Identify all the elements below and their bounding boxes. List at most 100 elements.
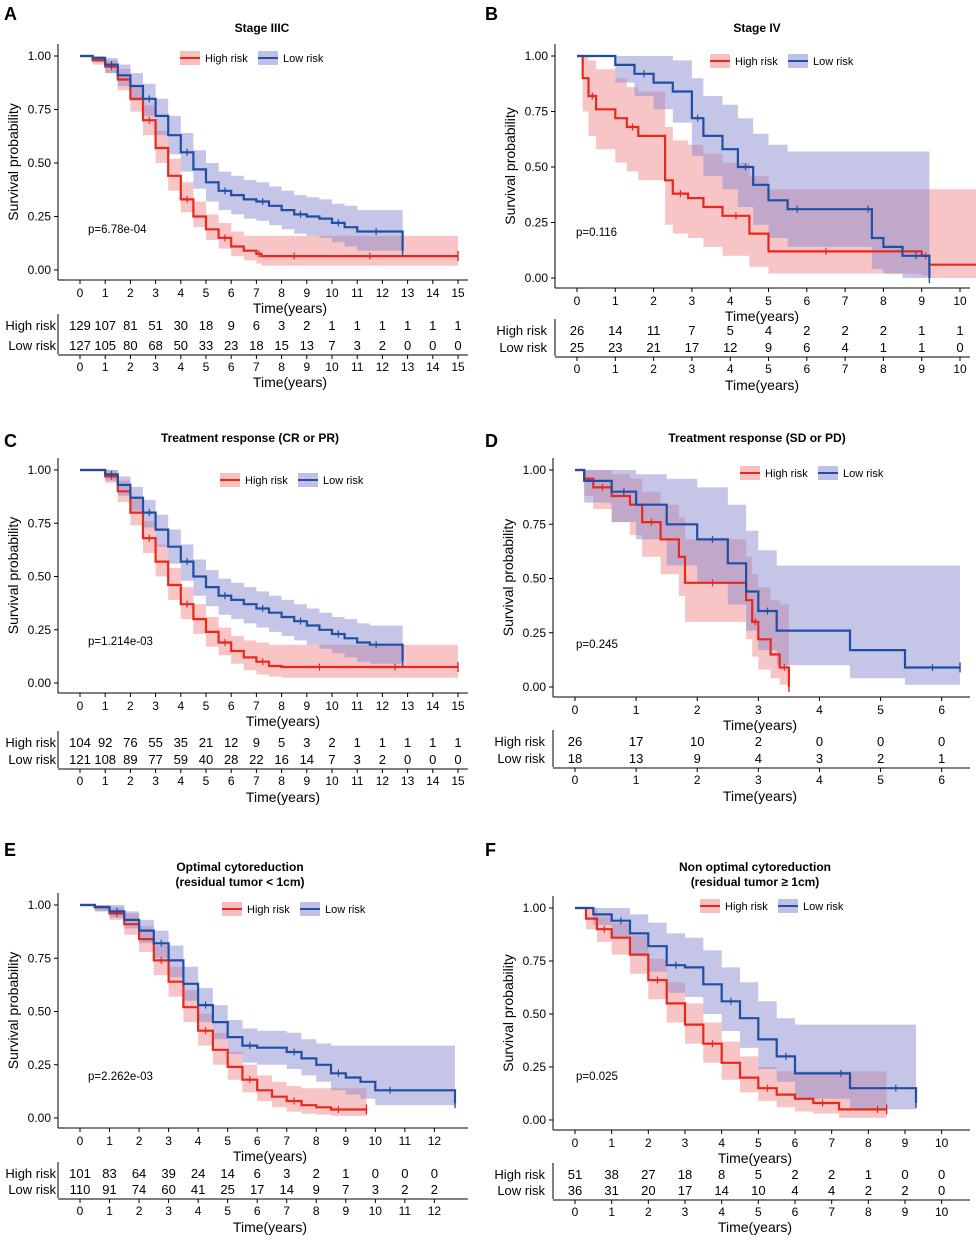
x-tick-label: 6 — [792, 1136, 799, 1150]
risk-count-high: 0 — [938, 734, 945, 749]
risk-count-low: 0 — [404, 752, 411, 767]
x-tick-label: 7 — [253, 699, 260, 713]
risk-count-high: 2 — [880, 323, 887, 338]
risk-count-low: 33 — [199, 338, 213, 353]
y-tick-label: 1.00 — [28, 898, 52, 912]
y-tick-label: 1.00 — [523, 463, 547, 477]
panel-d: D Treatment response (SD or PD) 0.00 0.25 0.… — [485, 431, 970, 804]
risk-table-x-tick-label: 6 — [254, 1204, 261, 1218]
risk-count-low: 2 — [401, 1182, 408, 1197]
x-tick-label: 5 — [877, 703, 884, 717]
risk-table-x-tick-label: 2 — [127, 774, 134, 788]
risk-count-high: 14 — [608, 323, 622, 338]
x-tick-label: 6 — [803, 294, 810, 308]
risk-count-low: 59 — [174, 752, 188, 767]
x-tick-label: 1 — [102, 286, 109, 300]
risk-count-low: 40 — [199, 752, 213, 767]
y-tick-label: 0.00 — [28, 1111, 52, 1125]
risk-count-low: 4 — [755, 751, 762, 766]
p-value: p=2.262e-03 — [88, 1071, 153, 1083]
panel-c: C Treatment response (CR or PR) 0.00 0.25 0.… — [4, 431, 468, 805]
survival-curve-low-risk — [80, 468, 404, 662]
risk-count-high: 51 — [568, 1167, 582, 1182]
panel-title: Optimal cytoreduction — [176, 860, 303, 874]
x-tick-label: 2 — [650, 294, 657, 308]
risk-table-x-tick-label: 9 — [918, 362, 925, 376]
risk-count-high: 12 — [224, 735, 238, 750]
risk-count-high: 17 — [629, 734, 643, 749]
y-tick-label: 0.00 — [28, 263, 52, 277]
y-tick-label: 0.75 — [28, 516, 52, 530]
risk-count-low: 17 — [678, 1183, 692, 1198]
panel-label: A — [4, 4, 17, 24]
x-tick-label: 12 — [428, 1134, 442, 1148]
legend-label-high-risk: High risk — [245, 475, 288, 487]
x-tick-label: 3 — [152, 699, 159, 713]
risk-table-label-low: Low risk — [499, 340, 547, 355]
x-tick-label: 9 — [902, 1136, 909, 1150]
risk-table-x-tick-label: 9 — [902, 1205, 909, 1219]
x-tick-label: 9 — [918, 294, 925, 308]
x-tick-label: 4 — [195, 1134, 202, 1148]
y-tick-label: 0.25 — [28, 1058, 52, 1072]
risk-table-x-tick-label: 0 — [572, 773, 579, 787]
risk-table-x-tick-label: 5 — [224, 1204, 231, 1218]
risk-count-low: 89 — [123, 752, 137, 767]
x-axis-label: Time(years) — [723, 717, 797, 733]
y-tick-label: 0.75 — [525, 105, 549, 119]
risk-count-high: 104 — [69, 735, 91, 750]
risk-table-x-tick-label: 11 — [399, 1204, 412, 1218]
risk-count-high: 0 — [901, 1167, 908, 1182]
p-value: p=0.116 — [576, 227, 617, 239]
risk-table-x-tick-label: 6 — [792, 1205, 799, 1219]
y-tick-label: 0.50 — [28, 570, 52, 584]
risk-table-label-high: High risk — [5, 735, 56, 750]
panel-label: C — [4, 431, 17, 451]
x-tick-label: 3 — [755, 703, 762, 717]
legend-label-low-risk: Low risk — [803, 901, 844, 913]
risk-table-x-axis-label: Time(years) — [253, 374, 327, 390]
risk-count-low: 25 — [220, 1182, 234, 1197]
risk-table-x-tick-label: 3 — [152, 360, 159, 374]
risk-count-low: 4 — [828, 1183, 835, 1198]
x-tick-label: 5 — [224, 1134, 231, 1148]
legend-label-low-risk: Low risk — [283, 53, 324, 65]
risk-count-high: 1 — [404, 318, 411, 333]
risk-count-high: 5 — [278, 735, 285, 750]
p-value: p=1.214e-03 — [88, 636, 153, 648]
x-tick-label: 7 — [253, 286, 260, 300]
panel-label: F — [485, 840, 496, 860]
risk-table-x-tick-label: 6 — [803, 362, 810, 376]
risk-table-x-tick-label: 3 — [165, 1204, 172, 1218]
risk-table-x-tick-label: 4 — [727, 362, 734, 376]
confidence-band-low-risk — [80, 56, 403, 262]
legend-label-high-risk: High risk — [765, 468, 808, 480]
legend-label-high-risk: High risk — [205, 53, 248, 65]
risk-table-x-tick-label: 9 — [303, 360, 310, 374]
risk-count-low: 121 — [69, 752, 91, 767]
x-tick-label: 10 — [953, 294, 967, 308]
x-tick-label: 4 — [718, 1136, 725, 1150]
risk-table-x-tick-label: 13 — [401, 360, 415, 374]
survival-curve-low-risk — [575, 468, 960, 669]
risk-count-high: 1 — [956, 323, 963, 338]
risk-count-high: 0 — [938, 1167, 945, 1182]
legend-label-high-risk: High risk — [725, 901, 768, 913]
panel-label: D — [485, 431, 498, 451]
risk-count-high: 1 — [918, 323, 925, 338]
x-tick-label: 5 — [765, 294, 772, 308]
risk-table-label-low: Low risk — [8, 1182, 56, 1197]
x-tick-label: 1 — [102, 699, 109, 713]
risk-count-low: 9 — [765, 340, 772, 355]
risk-count-high: 6 — [253, 318, 260, 333]
risk-count-high: 9 — [228, 318, 235, 333]
risk-table-x-axis-label: Time(years) — [233, 1219, 307, 1235]
risk-count-low: 91 — [102, 1182, 116, 1197]
risk-table-label-low: Low risk — [8, 338, 56, 353]
p-value: p=0.245 — [576, 639, 618, 651]
risk-count-low: 0 — [938, 1183, 945, 1198]
risk-count-high: 18 — [678, 1167, 692, 1182]
risk-count-low: 80 — [123, 338, 137, 353]
risk-count-high: 55 — [148, 735, 162, 750]
x-tick-label: 2 — [645, 1136, 652, 1150]
